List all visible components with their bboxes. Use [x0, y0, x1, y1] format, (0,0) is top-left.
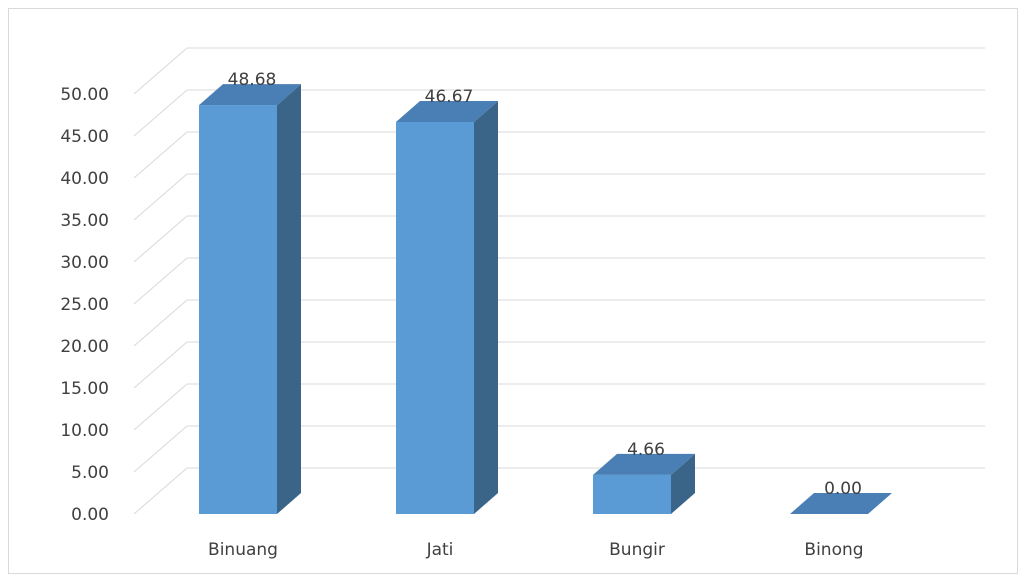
bar-chart: 0.00 5.00 10.00 15.00 20.00 25.00 30.00 35.00 40…: [60, 47, 985, 560]
y-tick-label: 5.00: [71, 463, 109, 483]
x-category-label: Binuang: [208, 540, 278, 560]
gridline-diagonal: [133, 299, 188, 347]
y-tick-label: 10.00: [60, 421, 109, 441]
gridline-diagonal: [133, 341, 188, 389]
x-category-label: Jati: [426, 540, 454, 560]
y-tick-label: 15.00: [60, 379, 109, 399]
gridline-diagonal: [133, 215, 188, 263]
bar-side: [277, 84, 301, 514]
bar-top: [790, 493, 892, 514]
gridline-diagonal: [133, 173, 188, 221]
bar-side: [474, 100, 498, 515]
chart-frame: 0.00 5.00 10.00 15.00 20.00 25.00 30.00 35.00 40…: [8, 8, 1018, 574]
grid-layer: [133, 47, 985, 515]
bar-front: [199, 105, 277, 514]
x-category-label: Binong: [804, 540, 863, 560]
y-tick-label: 30.00: [60, 253, 109, 273]
y-axis-ticks: 0.00 5.00 10.00 15.00 20.00 25.00 30.00 35.00 40…: [60, 85, 109, 525]
y-tick-label: 35.00: [60, 211, 109, 231]
data-label: 48.68: [228, 70, 277, 90]
bar-front: [593, 474, 671, 514]
data-label: 4.66: [627, 440, 665, 460]
bar-top: [593, 453, 695, 475]
y-tick-label: 20.00: [60, 337, 109, 357]
data-label: 46.67: [425, 87, 474, 107]
x-category-label: Bungir: [609, 540, 665, 560]
bar-side: [671, 453, 695, 514]
gridline-diagonal: [133, 257, 188, 305]
bar-top: [396, 100, 498, 122]
y-tick-label: 40.00: [60, 169, 109, 189]
gridline-diagonal: [133, 425, 188, 473]
gridline-diagonal: [133, 47, 188, 95]
y-tick-label: 25.00: [60, 295, 109, 315]
y-tick-label: 50.00: [60, 85, 109, 105]
y-tick-label: 0.00: [71, 505, 109, 525]
bar-front: [396, 121, 474, 515]
data-label: 0.00: [824, 479, 862, 499]
bar-top: [199, 84, 301, 106]
gridline-diagonal: [133, 467, 188, 515]
gridline-diagonal: [133, 89, 188, 137]
x-axis-categories: Binuang Jati Bungir Binong: [208, 540, 864, 560]
data-labels: 48.68 46.67 4.66 0.00: [228, 70, 862, 499]
gridline-diagonal: [133, 131, 188, 179]
bars-layer: [199, 84, 892, 515]
gridline-diagonal: [133, 383, 188, 431]
y-tick-label: 45.00: [60, 127, 109, 147]
